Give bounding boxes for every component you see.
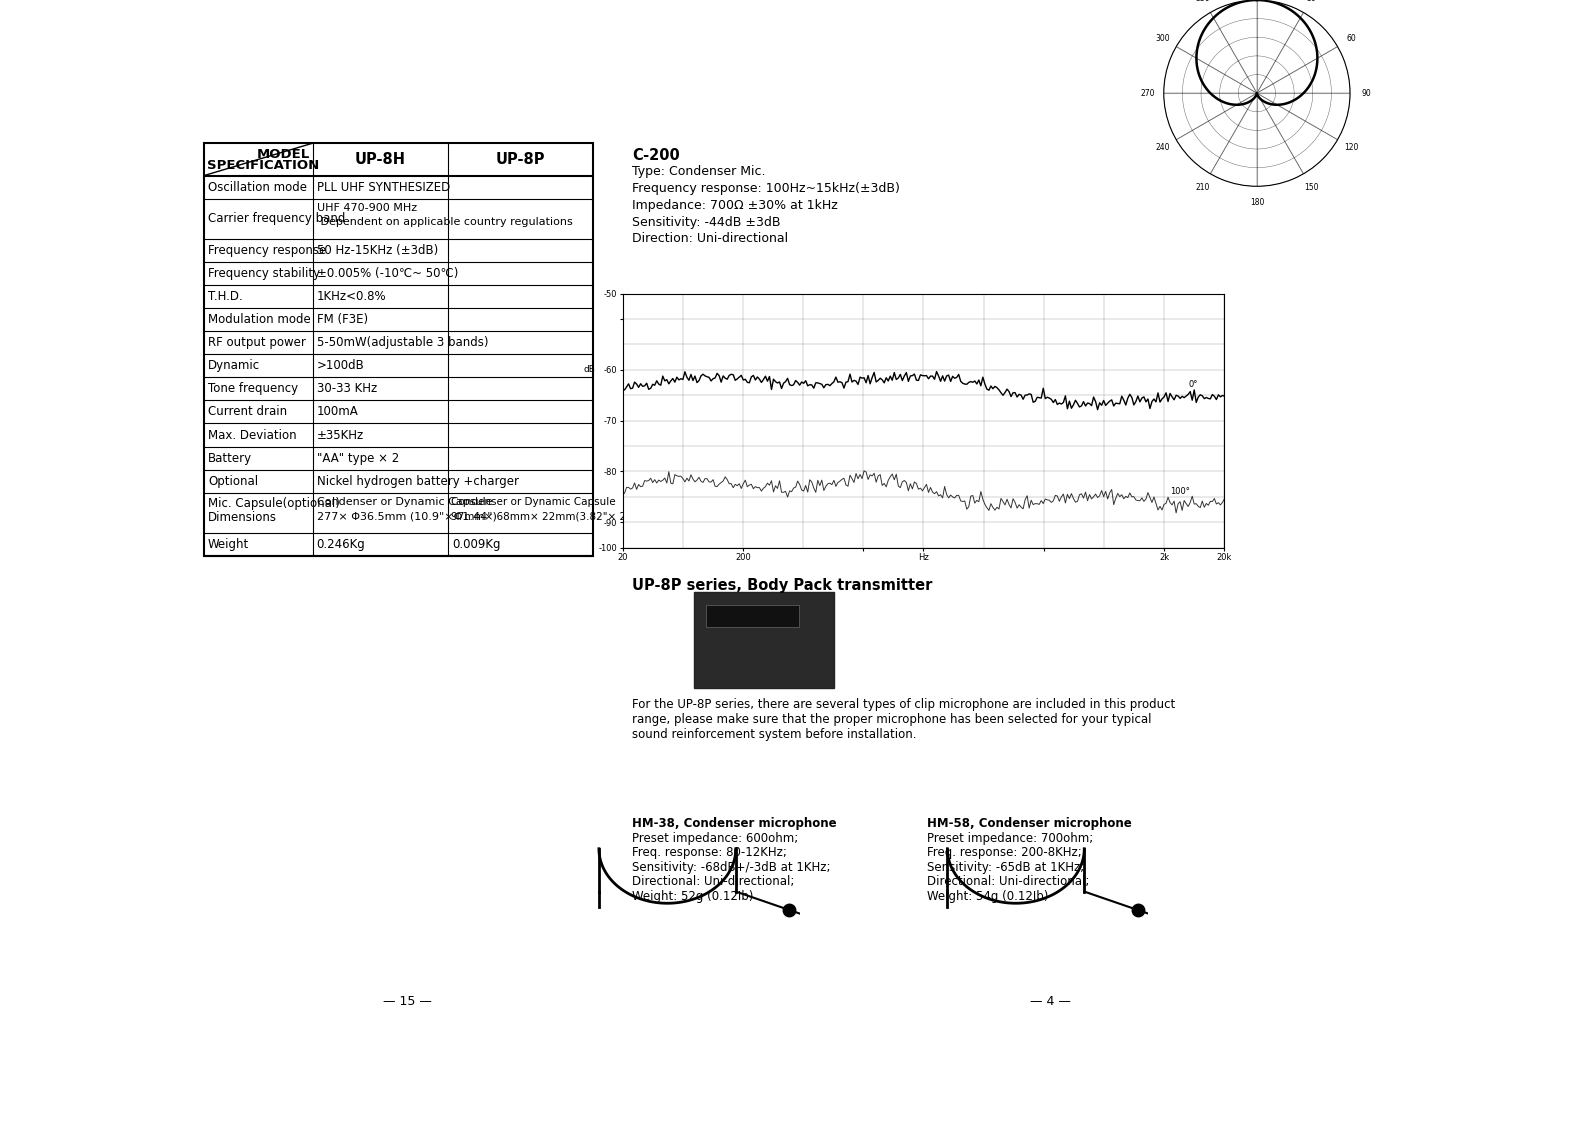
Text: 277× Φ36.5mm (10.9"×Φ1.44"): 277× Φ36.5mm (10.9"×Φ1.44"): [317, 511, 496, 522]
Text: 1KHz<0.8%: 1KHz<0.8%: [317, 290, 386, 303]
Text: SPECIFICATION: SPECIFICATION: [208, 159, 320, 173]
Text: Max. Deviation: Max. Deviation: [208, 429, 296, 441]
Text: T.H.D.: T.H.D.: [208, 290, 242, 303]
Text: 30-33 KHz: 30-33 KHz: [317, 383, 377, 395]
Text: — 15 —: — 15 —: [383, 995, 432, 1008]
Text: Dimensions: Dimensions: [208, 511, 277, 524]
Text: Frequency response: Frequency response: [208, 244, 326, 256]
Text: ±35KHz: ±35KHz: [317, 429, 364, 441]
Text: Optional: Optional: [208, 474, 258, 488]
Text: Battery: Battery: [208, 452, 252, 465]
Text: Mic. Capsule(optional): Mic. Capsule(optional): [208, 498, 341, 510]
Text: Oscillation mode: Oscillation mode: [208, 181, 307, 193]
Text: Weight: 52g (0.12Ib): Weight: 52g (0.12Ib): [632, 890, 754, 903]
Text: 5-50mW(adjustable 3 bands): 5-50mW(adjustable 3 bands): [317, 336, 488, 349]
Text: HM-38, Condenser microphone: HM-38, Condenser microphone: [632, 817, 836, 830]
Text: PLL UHF SYNTHESIZED: PLL UHF SYNTHESIZED: [317, 181, 450, 193]
Text: "AA" type × 2: "AA" type × 2: [317, 452, 399, 465]
Text: Sensitivity: -68dB+/-3dB at 1KHz;: Sensitivity: -68dB+/-3dB at 1KHz;: [632, 860, 830, 874]
Text: Impedance: 700Ω ±30% at 1kHz: Impedance: 700Ω ±30% at 1kHz: [632, 199, 838, 211]
Text: Dynamic: Dynamic: [208, 359, 260, 373]
Text: For the UP-8P series, there are several types of clip microphone are included in: For the UP-8P series, there are several …: [632, 698, 1175, 710]
Text: 50 Hz-15KHz (±3dB): 50 Hz-15KHz (±3dB): [317, 244, 437, 256]
Text: Directional: Uni-directional;: Directional: Uni-directional;: [632, 875, 794, 889]
Text: Condenser or Dynamic Capsule: Condenser or Dynamic Capsule: [451, 498, 616, 507]
Text: MODEL: MODEL: [257, 148, 309, 160]
Bar: [694, 592, 833, 689]
Circle shape: [754, 648, 773, 667]
Text: Freq. response: 80-12KHz;: Freq. response: 80-12KHz;: [632, 847, 787, 859]
Text: Sensitivity: -44dB ±3dB: Sensitivity: -44dB ±3dB: [632, 216, 781, 228]
Text: Frequency response: 100Hz~15kHz(±3dB): Frequency response: 100Hz~15kHz(±3dB): [632, 182, 900, 194]
Text: A: Frequency Response, Magn dB re 1V/μBar: A: Frequency Response, Magn dB re 1V/μBa…: [664, 437, 908, 447]
Text: range, please make sure that the proper microphone has been selected for your ty: range, please make sure that the proper …: [632, 714, 1152, 726]
Text: Modulation mode: Modulation mode: [208, 313, 310, 326]
Bar: [705, 605, 798, 627]
Text: Freq. response: 200-8KHz;: Freq. response: 200-8KHz;: [927, 847, 1082, 859]
Text: Preset impedance: 600ohm;: Preset impedance: 600ohm;: [632, 832, 798, 844]
Text: dB: dB: [583, 366, 596, 374]
Text: Preset impedance: 700ohm;: Preset impedance: 700ohm;: [927, 832, 1093, 844]
Text: HM-58, Condenser microphone: HM-58, Condenser microphone: [927, 817, 1131, 830]
Text: Sensitivity: -65dB at 1KHz;: Sensitivity: -65dB at 1KHz;: [927, 860, 1083, 874]
Text: 100mA: 100mA: [317, 405, 358, 419]
Text: Tone frequency: Tone frequency: [208, 383, 298, 395]
Text: RF output power: RF output power: [208, 336, 306, 349]
Text: ±0.005% (-10℃~ 50℃): ±0.005% (-10℃~ 50℃): [317, 266, 458, 280]
Text: >100dB: >100dB: [317, 359, 364, 373]
Text: Dependent on applicable country regulations: Dependent on applicable country regulati…: [317, 217, 572, 227]
Text: Carrier frequency band: Carrier frequency band: [208, 212, 345, 225]
Text: Directional: Uni-directional;: Directional: Uni-directional;: [927, 875, 1088, 889]
Text: UP-8P: UP-8P: [496, 151, 545, 167]
Text: Direction: Uni-directional: Direction: Uni-directional: [632, 233, 789, 245]
Text: 97mm× 68mm× 22mm(3.82"× 2.68"× 0.87"): 97mm× 68mm× 22mm(3.82"× 2.68"× 0.87"): [451, 511, 692, 522]
Text: 0°: 0°: [1188, 380, 1198, 390]
Text: — 4 —: — 4 —: [1030, 995, 1071, 1008]
Text: Type: Condenser Mic.: Type: Condenser Mic.: [632, 165, 765, 177]
Bar: [204, 143, 594, 555]
Text: Weight: 54g (0.12Ib): Weight: 54g (0.12Ib): [927, 890, 1049, 903]
Text: Condenser or Dynamic Capsule: Condenser or Dynamic Capsule: [317, 498, 493, 507]
Text: Nickel hydrogen battery +charger: Nickel hydrogen battery +charger: [317, 474, 518, 488]
Text: 0.246Kg: 0.246Kg: [317, 537, 366, 551]
Text: Weight: Weight: [208, 537, 249, 551]
Text: Frequency stability: Frequency stability: [208, 266, 320, 280]
Text: FM (F3E): FM (F3E): [317, 313, 367, 326]
Text: sound reinforcement system before installation.: sound reinforcement system before instal…: [632, 728, 917, 742]
Text: 100°: 100°: [1171, 488, 1190, 496]
Text: X:1.0000kHz    *Y:-61.73dB    ZA:2.0000    SSR Fund.: X:1.0000kHz *Y:-61.73dB ZA:2.0000 SSR Fu…: [656, 420, 980, 430]
Text: Current drain: Current drain: [208, 405, 287, 419]
Text: UHF 470-900 MHz: UHF 470-900 MHz: [317, 203, 417, 213]
Text: C-200: C-200: [632, 148, 680, 163]
Text: 0.009Kg: 0.009Kg: [451, 537, 501, 551]
Text: UP-8P series, Body Pack transmitter: UP-8P series, Body Pack transmitter: [632, 578, 933, 593]
Text: UP-8H: UP-8H: [355, 151, 406, 167]
